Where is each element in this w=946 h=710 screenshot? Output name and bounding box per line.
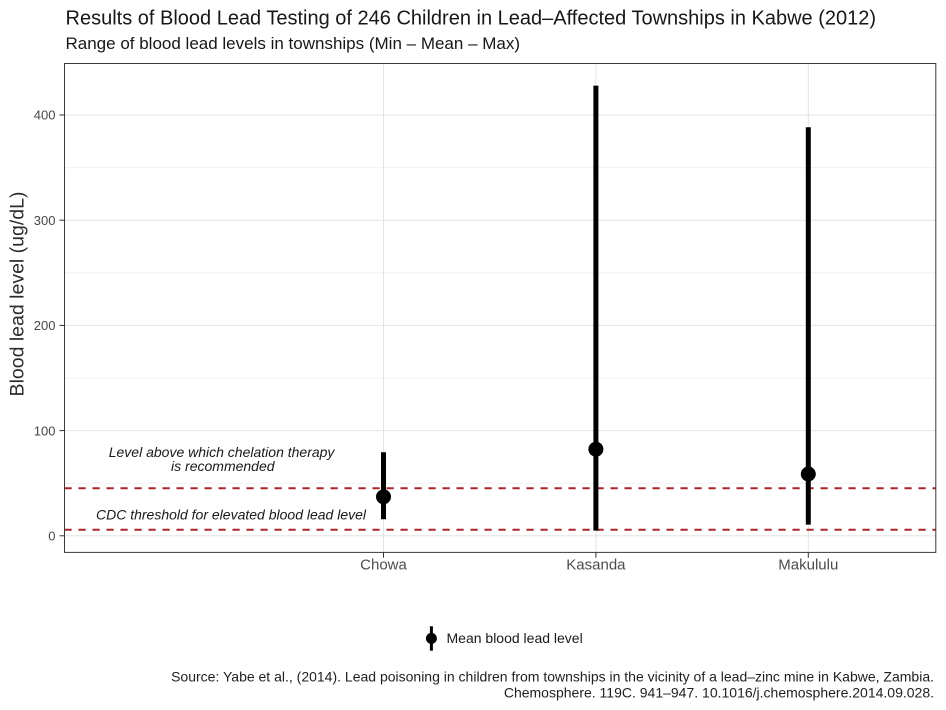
svg-text:is recommended: is recommended bbox=[171, 458, 276, 474]
svg-text:0: 0 bbox=[48, 529, 55, 544]
svg-text:CDC threshold for elevated blo: CDC threshold for elevated blood lead le… bbox=[96, 507, 367, 523]
svg-text:Kasanda: Kasanda bbox=[566, 557, 626, 574]
svg-text:Blood lead level (ug/dL): Blood lead level (ug/dL) bbox=[7, 192, 29, 397]
svg-text:100: 100 bbox=[34, 423, 56, 438]
svg-text:Mean blood lead level: Mean blood lead level bbox=[447, 630, 583, 646]
svg-text:Level above which chelation th: Level above which chelation therapy bbox=[109, 444, 336, 460]
svg-text:300: 300 bbox=[34, 213, 56, 228]
svg-text:Results of Blood Lead Testing: Results of Blood Lead Testing of 246 Chi… bbox=[66, 7, 877, 29]
svg-text:Source: Yabe et al., (2014). L: Source: Yabe et al., (2014). Lead poison… bbox=[171, 669, 934, 685]
svg-text:Makululu: Makululu bbox=[778, 557, 838, 574]
svg-text:Chemosphere. 119C. 941–947. 10: Chemosphere. 119C. 941–947. 10.1016/j.ch… bbox=[504, 685, 934, 701]
svg-text:200: 200 bbox=[34, 318, 56, 333]
svg-text:400: 400 bbox=[34, 108, 56, 123]
svg-text:Chowa: Chowa bbox=[360, 557, 407, 574]
svg-text:Range of blood lead levels in: Range of blood lead levels in townships … bbox=[66, 34, 521, 53]
